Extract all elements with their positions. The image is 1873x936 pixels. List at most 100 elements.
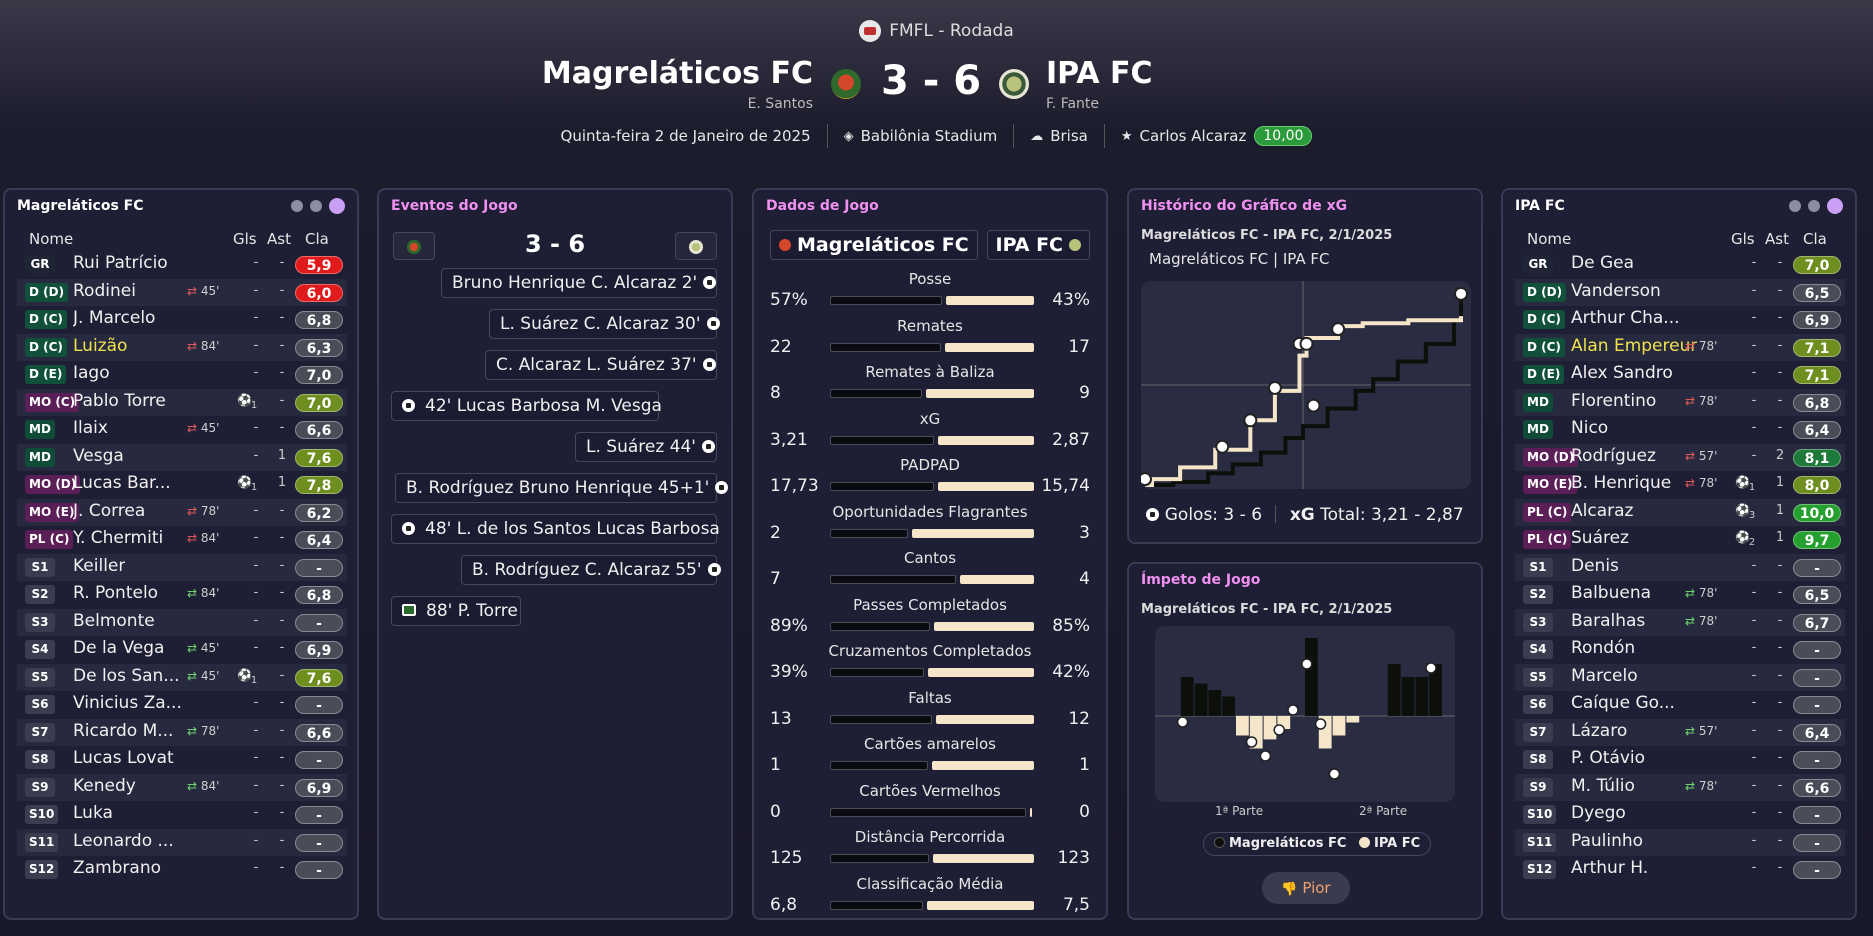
event-goal[interactable]: L. Suárez 44' (575, 432, 717, 462)
player-row[interactable]: S9 Kenedy ⇄ 84' - -6,9 (17, 773, 347, 801)
home-crest-icon[interactable] (831, 69, 861, 99)
goal-marker-icon[interactable] (1306, 398, 1321, 413)
player-row[interactable]: GR Rui Patrício - -5,9 (17, 251, 347, 279)
xg-team-tabs[interactable]: Magreláticos FC | IPA FC (1149, 250, 1330, 268)
player-name[interactable]: Rui Patrício (73, 253, 168, 273)
panel-page-dots[interactable] (1789, 198, 1843, 214)
player-row[interactable]: S1 Keiller - - - (17, 553, 347, 581)
goal-marker-icon[interactable] (1176, 716, 1189, 728)
player-name[interactable]: Florentino (1571, 390, 1657, 411)
player-name[interactable]: Baralhas (1571, 610, 1646, 631)
player-row[interactable]: D (C) Arthur Cha... - -6,9 (1515, 306, 1845, 334)
player-row[interactable]: S12 Zambrano - - - (17, 856, 347, 884)
stats-away-team[interactable]: IPA FC (986, 230, 1090, 260)
player-row[interactable]: D (E) Alex Sandro - -7,1 (1515, 361, 1845, 389)
page-dot-active[interactable] (329, 198, 345, 214)
player-row[interactable]: S6 Vinicius Za... - - - (17, 691, 347, 719)
player-name[interactable]: Dyego (1571, 803, 1626, 823)
player-name[interactable]: M. Túlio (1571, 775, 1635, 796)
event-goal[interactable]: Bruno Henrique C. Alcaraz 2' (441, 268, 717, 298)
player-name[interactable]: J. Correa (73, 500, 146, 521)
away-team-name[interactable]: IPA FC (1046, 56, 1153, 91)
player-row[interactable]: D (C) J. Marcelo - -6,8 (17, 306, 347, 334)
player-name[interactable]: Rodríguez (1571, 445, 1656, 466)
player-row[interactable]: S2 R. Pontelo ⇄ 84' - -6,8 (17, 581, 347, 609)
player-row[interactable]: S12 Arthur H. - - - (1515, 856, 1845, 884)
player-name[interactable]: Alan Empereur (1571, 335, 1698, 356)
player-name[interactable]: Luizão (73, 335, 128, 356)
col-name[interactable]: Nome (1527, 230, 1572, 248)
player-name[interactable]: R. Pontelo (73, 583, 159, 603)
goal-marker-icon[interactable] (1314, 718, 1327, 730)
player-row[interactable]: S8 P. Otávio - - - (1515, 746, 1845, 774)
player-name[interactable]: B. Henrique (1571, 473, 1672, 493)
player-name[interactable]: Belmonte (73, 610, 155, 631)
col-rating[interactable]: Cla (1803, 230, 1827, 248)
player-row[interactable]: MO (E) J. Correa ⇄ 78' - -6,2 (17, 498, 347, 526)
player-row[interactable]: D (E) Iago - -7,0 (17, 361, 347, 389)
player-row[interactable]: S6 Caíque Go... - - - (1515, 691, 1845, 719)
player-row[interactable]: MD Ilaix ⇄ 45' - -6,6 (17, 416, 347, 444)
stadium-name[interactable]: Babilônia Stadium (860, 127, 998, 145)
player-row[interactable]: MO (E) B. Henrique ⇄ 78' ⚽ 1 1 8,0 (1515, 471, 1845, 499)
player-row[interactable]: D (D) Vanderson - -6,5 (1515, 278, 1845, 306)
away-crest-icon[interactable] (999, 69, 1029, 99)
page-dot[interactable] (1789, 200, 1801, 212)
col-goals[interactable]: Gls (1731, 230, 1755, 248)
player-row[interactable]: PL (C) Suárez ⚽ 2 1 9,7 (1515, 526, 1845, 554)
panel-page-dots[interactable] (291, 198, 345, 214)
player-row[interactable]: S2 Balbuena ⇄ 78' - -6,5 (1515, 581, 1845, 609)
player-row[interactable]: D (D) Rodinei ⇄ 45' - -6,0 (17, 278, 347, 306)
player-name[interactable]: Paulinho (1571, 830, 1644, 851)
player-row[interactable]: S5 De los San... ⇄ 45' ⚽ 1 -7,6 (17, 663, 347, 691)
player-name[interactable]: Suárez (1571, 528, 1629, 548)
goal-marker-icon[interactable] (1259, 750, 1272, 762)
player-row[interactable]: S1 Denis - - - (1515, 553, 1845, 581)
player-row[interactable]: S9 M. Túlio ⇄ 78' - -6,6 (1515, 773, 1845, 801)
player-row[interactable]: S10 Luka - - - (17, 801, 347, 829)
player-row[interactable]: GR De Gea - -7,0 (1515, 251, 1845, 279)
goal-marker-icon[interactable] (1138, 472, 1152, 487)
home-coach[interactable]: E. Santos (747, 96, 813, 112)
player-row[interactable]: MO (D) Rodríguez ⇄ 57' - 2 8,1 (1515, 443, 1845, 471)
goal-marker-icon[interactable] (1215, 439, 1230, 454)
player-name[interactable]: Caíque Go... (1571, 693, 1675, 713)
col-assists[interactable]: Ast (267, 230, 291, 248)
player-name[interactable]: De los San... (73, 665, 180, 686)
page-dot[interactable] (291, 200, 303, 212)
goal-marker-icon[interactable] (1287, 704, 1299, 716)
worst-button[interactable]: 👎 Pior (1262, 872, 1350, 904)
player-name[interactable]: Leonardo ... (73, 830, 174, 851)
player-row[interactable]: D (C) Alan Empereur ⇄ 78' - -7,1 (1515, 333, 1845, 361)
player-name[interactable]: De Gea (1571, 253, 1635, 273)
event-goal[interactable]: B. Rodríguez Bruno Henrique 45+1' (395, 473, 729, 503)
player-name[interactable]: Balbuena (1571, 583, 1652, 603)
player-name[interactable]: Y. Chermiti (73, 528, 164, 548)
goal-marker-icon[interactable] (1301, 658, 1313, 670)
stats-home-team[interactable]: Magreláticos FC (770, 230, 978, 260)
player-name[interactable]: Nico (1571, 418, 1609, 438)
player-name[interactable]: Rodinei (73, 280, 136, 301)
page-dot-active[interactable] (1827, 198, 1843, 214)
player-name[interactable]: Vanderson (1571, 280, 1661, 301)
player-row[interactable]: MD Nico - -6,4 (1515, 416, 1845, 444)
player-row[interactable]: S4 Rondón - - - (1515, 636, 1845, 664)
player-row[interactable]: S3 Belmonte - - - (17, 608, 347, 636)
player-row[interactable]: PL (C) Alcaraz ⚽ 3 1 10,0 (1515, 498, 1845, 526)
player-name[interactable]: J. Marcelo (73, 308, 156, 328)
player-name[interactable]: De la Vega (73, 638, 165, 658)
player-row[interactable]: PL (C) Y. Chermiti ⇄ 84' - -6,4 (17, 526, 347, 554)
goal-marker-icon[interactable] (1454, 286, 1468, 301)
goal-marker-icon[interactable] (1328, 768, 1341, 780)
player-name[interactable]: Vinicius Za... (73, 693, 182, 713)
player-row[interactable]: MD Florentino ⇄ 78' - -6,8 (1515, 388, 1845, 416)
event-goal[interactable]: B. Rodríguez C. Alcaraz 55' (461, 555, 721, 585)
player-name[interactable]: Lázaro (1571, 720, 1628, 741)
player-row[interactable]: S11 Paulinho - - - (1515, 828, 1845, 856)
player-row[interactable]: S10 Dyego - - - (1515, 801, 1845, 829)
player-name[interactable]: P. Otávio (1571, 748, 1646, 768)
player-name[interactable]: Denis (1571, 555, 1619, 576)
goal-marker-icon[interactable] (1245, 736, 1258, 748)
away-coach[interactable]: F. Fante (1046, 96, 1100, 112)
col-rating[interactable]: Cla (305, 230, 329, 248)
